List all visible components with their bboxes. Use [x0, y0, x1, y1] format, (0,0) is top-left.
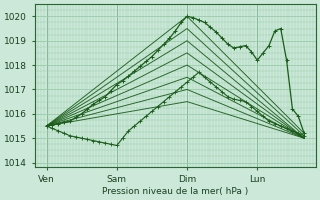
X-axis label: Pression niveau de la mer( hPa ): Pression niveau de la mer( hPa ) [102, 187, 248, 196]
